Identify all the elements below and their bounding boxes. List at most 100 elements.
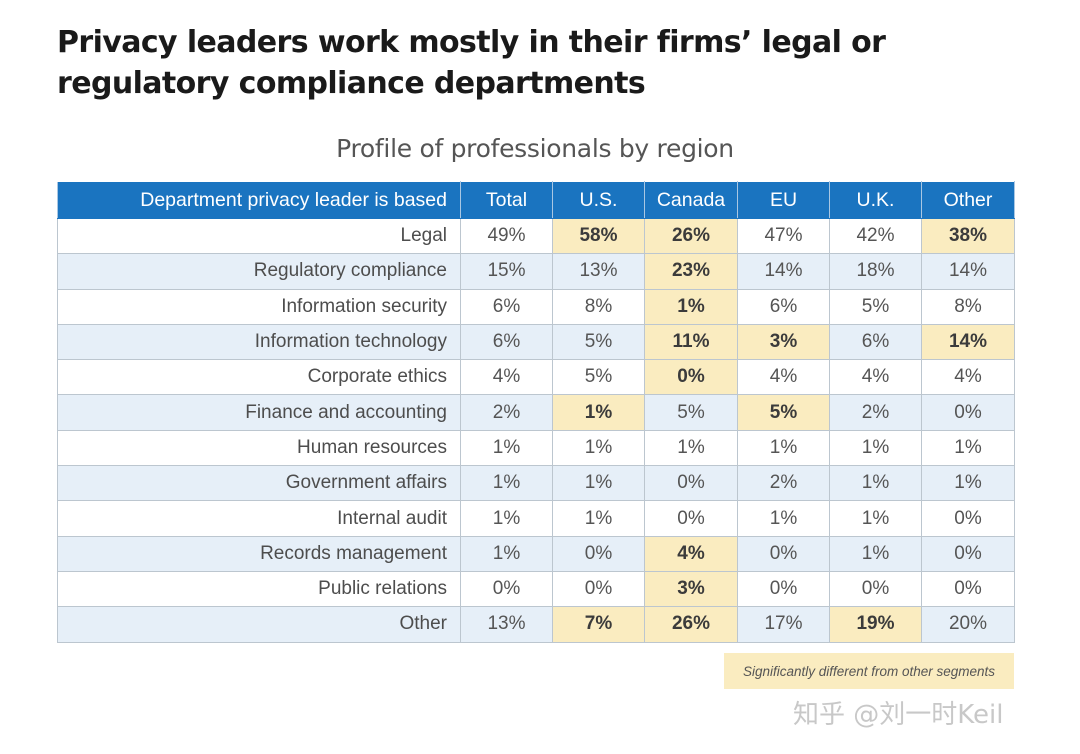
table-title: Profile of professionals by region (336, 134, 734, 163)
value-cell: 0% (644, 500, 738, 537)
value-cell: 6% (460, 323, 553, 361)
value-cell: 5% (644, 394, 738, 431)
value-cell: 4% (921, 359, 1015, 396)
table-row: Government affairs 1% 1% 0% 2% 1% 1% (57, 465, 1015, 502)
value-cell: 1% (921, 429, 1015, 467)
row-label: Information security (57, 288, 461, 325)
value-cell: 15% (460, 253, 553, 290)
highlighted-value-cell: 23% (644, 253, 738, 290)
highlighted-value-cell: 26% (644, 606, 738, 643)
table-row: Finance and accounting 2% 1% 5% 5% 2% 0% (57, 394, 1015, 431)
row-label: Regulatory compliance (57, 253, 461, 290)
value-cell: 1% (921, 465, 1015, 502)
value-cell: 1% (460, 500, 553, 537)
value-cell: 14% (921, 253, 1015, 290)
table-row: Information security 6% 8% 1% 6% 5% 8% (57, 288, 1015, 325)
value-cell: 1% (460, 429, 553, 467)
column-header-canada: Canada (644, 181, 738, 219)
row-label: Government affairs (57, 465, 461, 502)
table-row: Records management 1% 0% 4% 0% 1% 0% (57, 535, 1015, 572)
value-cell: 1% (552, 465, 645, 502)
column-header-other: Other (921, 181, 1015, 219)
table-row: Human resources 1% 1% 1% 1% 1% 1% (57, 429, 1015, 467)
value-cell: 17% (737, 606, 830, 643)
value-cell: 4% (829, 359, 922, 396)
value-cell: 47% (737, 217, 830, 255)
value-cell: 0% (829, 570, 922, 608)
value-cell: 0% (552, 535, 645, 572)
value-cell: 8% (921, 288, 1015, 325)
highlighted-value-cell: 11% (644, 323, 738, 361)
row-label: Corporate ethics (57, 359, 461, 396)
table-row: Information technology 6% 5% 11% 3% 6% 14% (57, 323, 1015, 361)
value-cell: 18% (829, 253, 922, 290)
table-row: Public relations 0% 0% 3% 0% 0% 0% (57, 570, 1015, 608)
value-cell: 0% (737, 535, 830, 572)
value-cell: 4% (737, 359, 830, 396)
value-cell: 1% (460, 465, 553, 502)
value-cell: 0% (644, 465, 738, 502)
value-cell: 1% (552, 500, 645, 537)
value-cell: 1% (552, 429, 645, 467)
table-row: Legal 49% 58% 26% 47% 42% 38% (57, 217, 1015, 255)
value-cell: 6% (737, 288, 830, 325)
value-cell: 1% (737, 500, 830, 537)
row-label: Finance and accounting (57, 394, 461, 431)
row-label: Records management (57, 535, 461, 572)
table-header-row: Department privacy leader is based Total… (57, 181, 1015, 219)
table-body: Legal 49% 58% 26% 47% 42% 38% Regulatory compli… (57, 217, 1015, 643)
highlighted-value-cell: 38% (921, 217, 1015, 255)
value-cell: 0% (737, 570, 830, 608)
value-cell: 2% (737, 465, 830, 502)
value-cell: 6% (829, 323, 922, 361)
value-cell: 1% (829, 429, 922, 467)
column-header-uk: U.K. (829, 181, 922, 219)
value-cell: 0% (921, 394, 1015, 431)
row-label: Human resources (57, 429, 461, 467)
highlighted-value-cell: 5% (737, 394, 830, 431)
value-cell: 13% (552, 253, 645, 290)
row-label: Legal (57, 217, 461, 255)
value-cell: 0% (921, 500, 1015, 537)
row-label: Public relations (57, 570, 461, 608)
value-cell: 13% (460, 606, 553, 643)
value-cell: 0% (921, 570, 1015, 608)
value-cell: 0% (460, 570, 553, 608)
table-row: Corporate ethics 4% 5% 0% 4% 4% 4% (57, 359, 1015, 396)
highlighted-value-cell: 4% (644, 535, 738, 572)
value-cell: 5% (552, 359, 645, 396)
value-cell: 1% (829, 465, 922, 502)
highlighted-value-cell: 3% (737, 323, 830, 361)
highlighted-value-cell: 3% (644, 570, 738, 608)
column-header-total: Total (460, 181, 553, 219)
row-label: Information technology (57, 323, 461, 361)
significance-legend: Significantly different from other segme… (724, 653, 1014, 689)
row-label: Internal audit (57, 500, 461, 537)
value-cell: 4% (460, 359, 553, 396)
value-cell: 0% (552, 570, 645, 608)
watermark: 知乎 @刘一时Keil (793, 700, 1004, 730)
value-cell: 14% (737, 253, 830, 290)
row-header-cell: Department privacy leader is based (57, 181, 461, 219)
highlighted-value-cell: 1% (644, 288, 738, 325)
value-cell: 5% (829, 288, 922, 325)
value-cell: 42% (829, 217, 922, 255)
value-cell: 8% (552, 288, 645, 325)
highlighted-value-cell: 26% (644, 217, 738, 255)
highlighted-value-cell: 0% (644, 359, 738, 396)
row-label: Other (57, 606, 461, 643)
value-cell: 1% (737, 429, 830, 467)
highlighted-value-cell: 1% (552, 394, 645, 431)
value-cell: 49% (460, 217, 553, 255)
value-cell: 5% (552, 323, 645, 361)
value-cell: 1% (829, 500, 922, 537)
table-row: Internal audit 1% 1% 0% 1% 1% 0% (57, 500, 1015, 537)
column-header-us: U.S. (552, 181, 645, 219)
page-title: Privacy leaders work mostly in their fir… (57, 25, 886, 101)
value-cell: 0% (921, 535, 1015, 572)
value-cell: 6% (460, 288, 553, 325)
column-header-eu: EU (737, 181, 830, 219)
value-cell: 2% (829, 394, 922, 431)
value-cell: 1% (829, 535, 922, 572)
table-row: Other 13% 7% 26% 17% 19% 20% (57, 606, 1015, 643)
